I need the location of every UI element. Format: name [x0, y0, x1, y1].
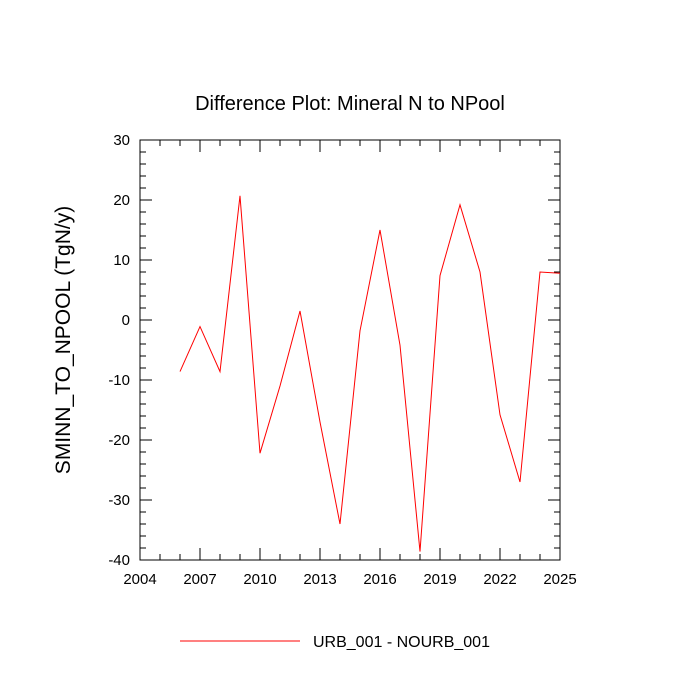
y-tick-label: 20 — [113, 192, 130, 209]
x-tick-label: 2013 — [303, 571, 336, 588]
x-tick-label: 2022 — [483, 571, 516, 588]
legend: URB_001 - NOURB_001 — [180, 634, 490, 651]
x-tick-label: 2019 — [423, 571, 456, 588]
x-tick-label: 2007 — [183, 571, 216, 588]
series-line — [179, 195, 561, 552]
plot-area: 2004 2007 2010 2013 2016 2019 2022 2025-40-30-2… — [108, 132, 576, 588]
y-axis-label: SMINN_TO_NPOOL (TgN/y) — [52, 206, 75, 474]
y-tick-label: 10 — [113, 252, 130, 269]
x-tick-label: 2010 — [243, 571, 276, 588]
x-tick-label: 2016 — [363, 571, 396, 588]
plot-frame — [139, 139, 561, 561]
y-tick-label: -20 — [108, 432, 130, 449]
x-tick-label: 2004 — [123, 571, 156, 588]
y-tick-label: -30 — [108, 492, 130, 509]
chart-title: Difference Plot: Mineral N to NPool — [195, 93, 505, 115]
x-tick-label: 2025 — [543, 571, 576, 588]
y-tick-label: 30 — [113, 132, 130, 149]
y-tick-label: -10 — [108, 372, 130, 389]
y-tick-label: 0 — [122, 312, 130, 329]
legend-label: URB_001 - NOURB_001 — [313, 634, 490, 651]
y-tick-label: -40 — [108, 552, 130, 569]
